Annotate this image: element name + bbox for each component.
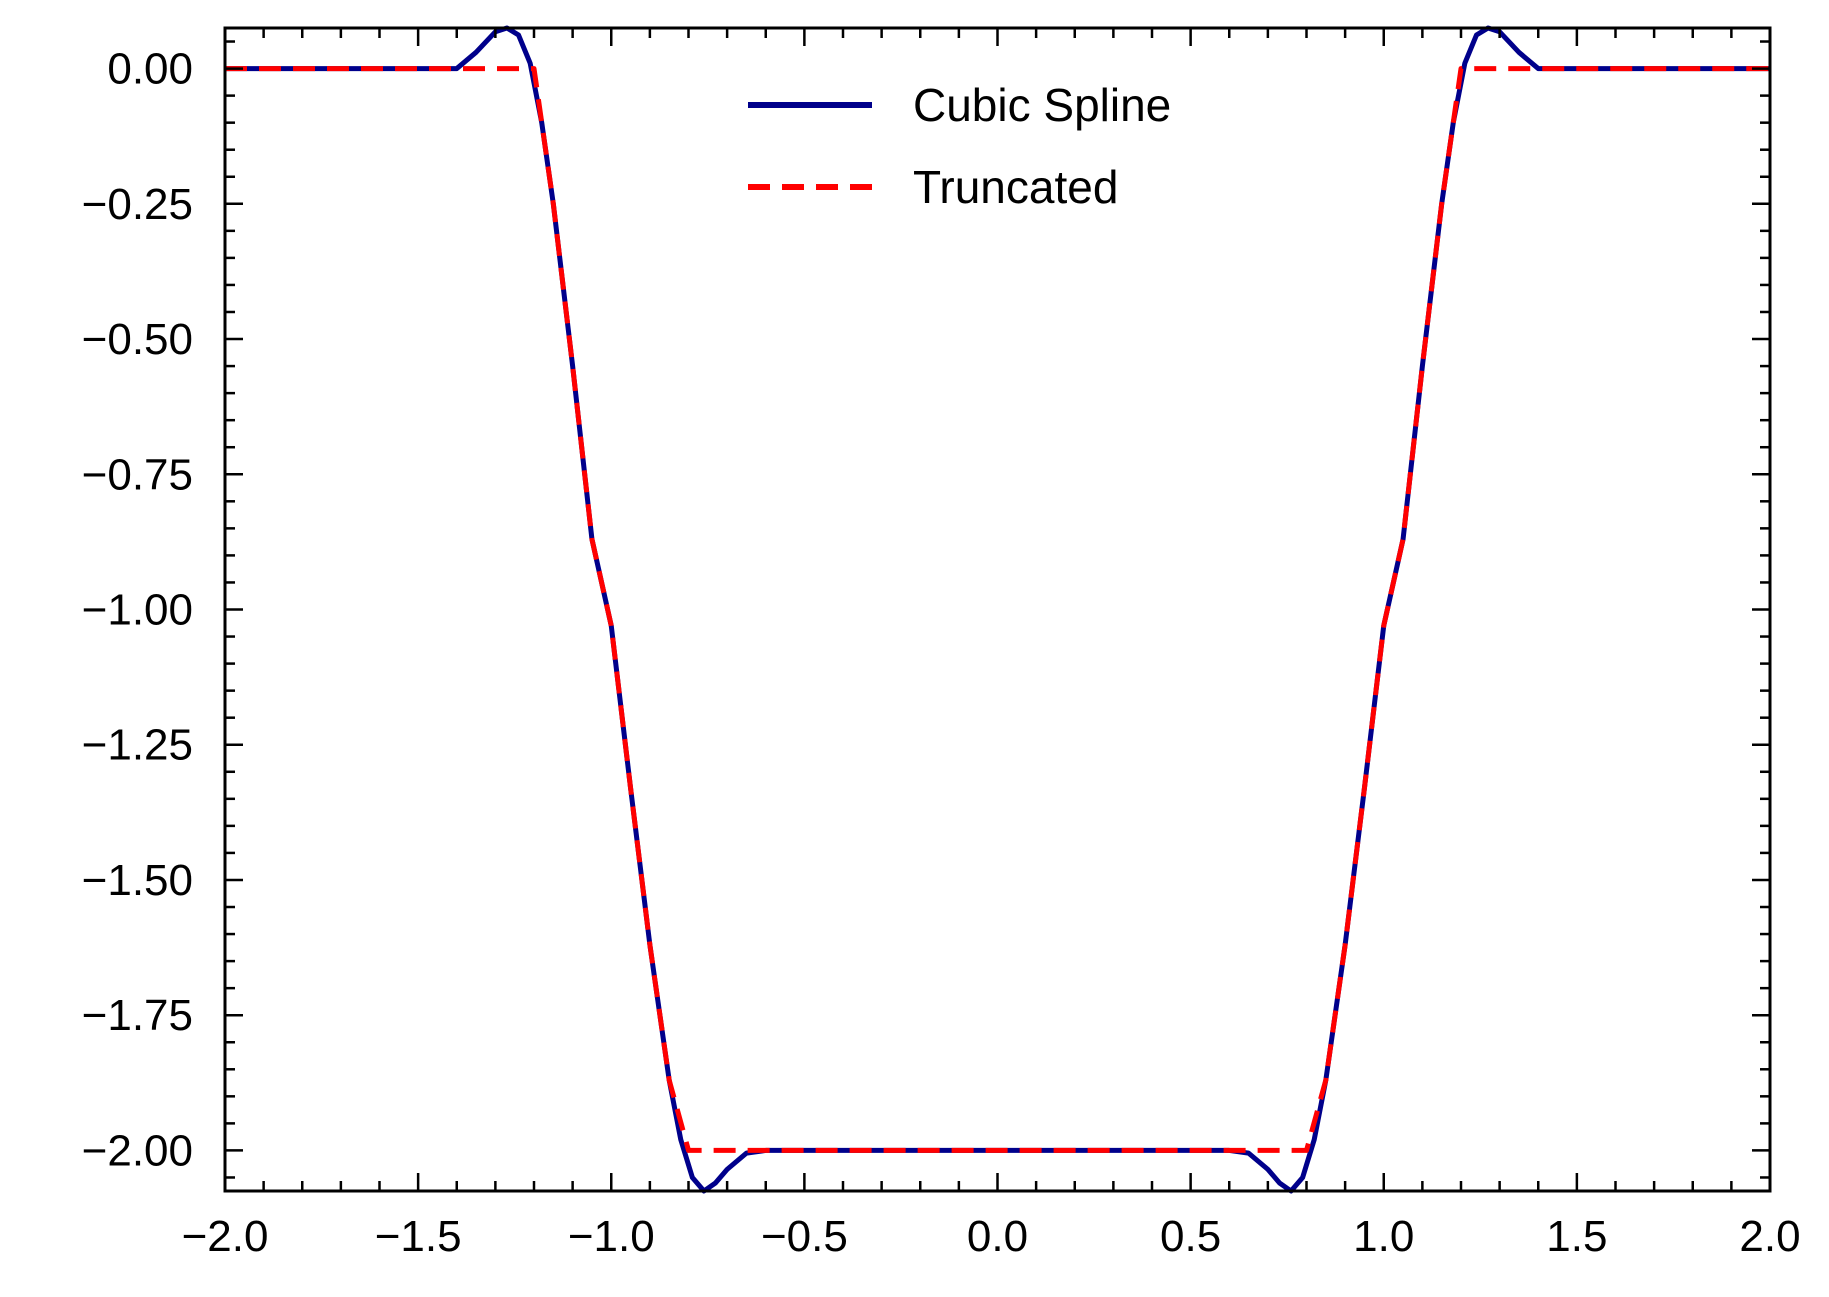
y-tick-label: −1.75 [82,991,193,1040]
y-tick-label: 0.00 [107,45,193,94]
y-tick-label: −2.00 [82,1126,193,1175]
legend-label-truncated: Truncated [913,161,1118,213]
x-tick-label: 1.0 [1353,1212,1414,1261]
plot-frame [223,26,1772,1193]
x-tick-label: −1.5 [375,1212,462,1261]
x-tick-label: 2.0 [1739,1212,1800,1261]
axis-ticks [223,28,1772,1191]
series-line-truncated [225,66,1770,1153]
y-tick-label: −0.50 [82,315,193,364]
tick-labels: −2.0 −1.5 −1.0 −0.5 0.0 0.5 1.0 1.5 2.0 0.00 −0.25… [82,45,1801,1261]
y-tick-label: −0.75 [82,450,193,499]
x-tick-label: −2.0 [182,1212,269,1261]
y-tick-label: −1.25 [82,721,193,770]
x-tick-label: 0.0 [967,1212,1028,1261]
y-tick-label: −1.00 [82,586,193,635]
x-tick-label: −0.5 [761,1212,848,1261]
y-tick-label: −0.25 [82,180,193,229]
x-tick-label: 0.5 [1160,1212,1221,1261]
plot-lines [225,25,1770,1194]
x-tick-label: −1.0 [568,1212,655,1261]
x-tick-label: 1.5 [1546,1212,1607,1261]
legend-label-cubic-spline: Cubic Spline [913,79,1171,131]
legend: Cubic Spline Truncated [748,79,1171,213]
y-tick-label: −1.50 [82,856,193,905]
